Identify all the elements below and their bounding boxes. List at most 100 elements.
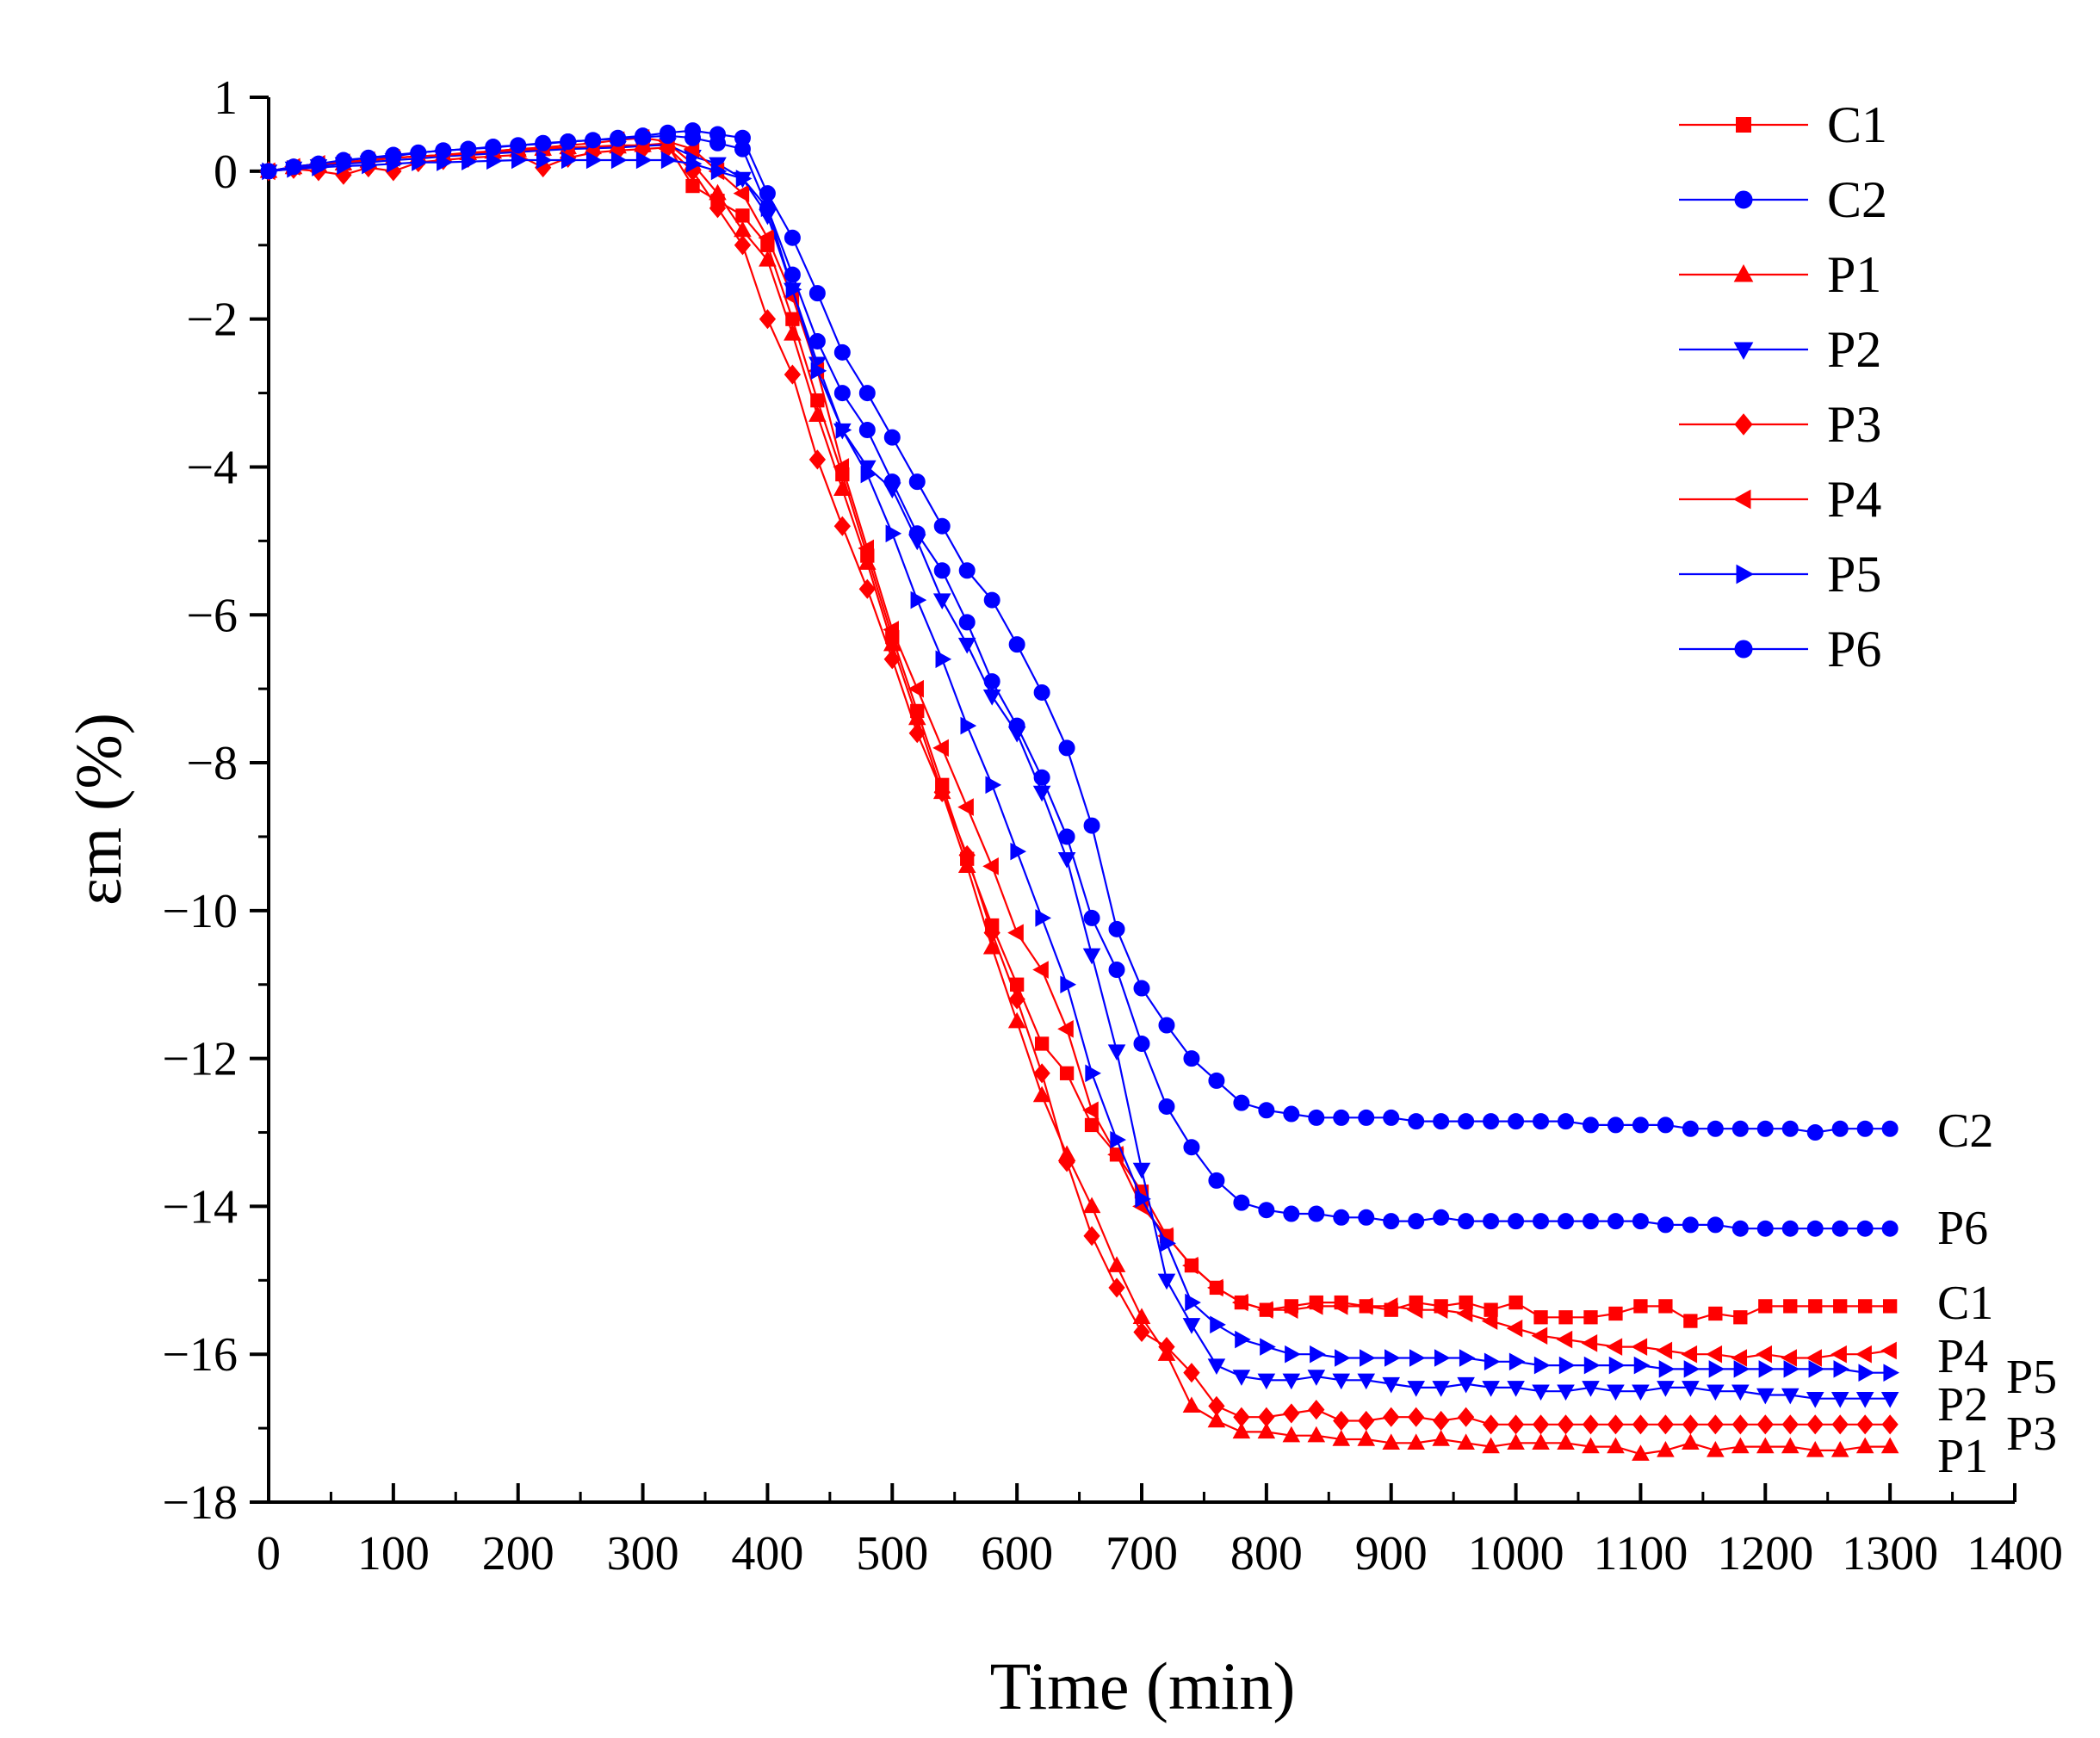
data-point — [335, 152, 352, 169]
data-point — [1107, 1044, 1126, 1061]
data-point — [1132, 1162, 1151, 1179]
y-tick-label: −14 — [162, 1180, 238, 1234]
data-point — [1458, 1213, 1475, 1230]
x-tick-label: 0 — [257, 1527, 281, 1580]
data-point — [560, 133, 577, 151]
data-point — [1032, 1085, 1051, 1103]
data-point — [1508, 1352, 1526, 1371]
data-point — [285, 158, 302, 176]
data-point — [1831, 1414, 1849, 1435]
data-point — [1658, 1360, 1676, 1378]
data-point — [1010, 842, 1027, 861]
data-point — [1681, 1345, 1698, 1364]
data-point — [734, 220, 752, 238]
data-point — [1208, 1072, 1225, 1089]
data-point — [785, 281, 802, 299]
legend-item-p3: P3 — [1679, 396, 1881, 453]
axes: 0 100 200 300 400 500 600 700 800 900 1000 1100 1200… — [162, 71, 2063, 1580]
data-point — [1283, 1205, 1300, 1222]
data-point — [1781, 1388, 1800, 1405]
data-point — [784, 364, 802, 385]
data-point — [360, 149, 377, 166]
data-point — [1258, 1102, 1275, 1119]
data-point — [759, 309, 777, 330]
data-point — [1657, 1116, 1674, 1134]
data-point — [460, 140, 477, 158]
data-point — [1083, 817, 1100, 834]
data-point — [733, 184, 750, 202]
data-point — [1734, 413, 1753, 436]
y-tick-label: −8 — [186, 737, 238, 790]
data-point — [860, 465, 877, 484]
data-point — [1358, 1209, 1375, 1226]
data-point — [858, 539, 875, 558]
data-point — [1282, 1373, 1301, 1390]
data-point — [759, 250, 777, 267]
data-point — [685, 178, 700, 194]
data-point — [1606, 1338, 1623, 1356]
data-point — [1481, 1312, 1498, 1330]
data-point — [784, 229, 801, 246]
data-point — [1781, 1414, 1799, 1435]
data-point — [1483, 1113, 1500, 1130]
data-point — [1733, 342, 1754, 361]
data-point — [1831, 1440, 1849, 1457]
data-point — [1607, 1437, 1625, 1454]
data-point — [685, 129, 702, 146]
data-point — [1633, 1356, 1651, 1375]
data-point — [1683, 1360, 1700, 1378]
x-tick-label: 1100 — [1593, 1527, 1688, 1580]
data-point — [1110, 1130, 1126, 1149]
data-point — [1756, 1345, 1772, 1364]
data-point — [910, 591, 927, 609]
data-point — [808, 405, 827, 423]
data-point — [833, 343, 851, 361]
data-point — [1182, 1256, 1199, 1275]
data-point — [1057, 1019, 1074, 1038]
series-line-p2 — [268, 143, 1891, 1400]
data-point — [885, 524, 902, 543]
data-point — [709, 198, 727, 219]
data-point — [1333, 1410, 1350, 1432]
data-point — [883, 429, 901, 446]
data-point — [935, 650, 952, 669]
data-point — [1456, 1304, 1473, 1323]
data-point — [1734, 640, 1753, 659]
data-point — [1210, 1315, 1226, 1334]
data-point — [1133, 1035, 1150, 1052]
data-point — [808, 449, 827, 470]
data-point — [1657, 1440, 1675, 1457]
data-point — [1806, 1414, 1824, 1435]
data-point — [1408, 1213, 1425, 1230]
legend-item-p6: P6 — [1679, 621, 1881, 677]
data-point — [1682, 1381, 1700, 1397]
x-tick-label: 400 — [731, 1527, 803, 1580]
data-point — [958, 562, 976, 579]
data-point — [1084, 1117, 1100, 1133]
data-point — [1083, 909, 1100, 926]
legend: C1 C2 P1 P2 P3 P4 P5 P6 — [1679, 96, 1887, 677]
data-point — [1133, 1321, 1150, 1343]
data-point — [1881, 1220, 1899, 1237]
data-point — [810, 362, 827, 380]
data-point — [1206, 1278, 1223, 1297]
data-point — [1182, 1318, 1201, 1334]
legend-item-p4: P4 — [1679, 471, 1881, 528]
data-point — [1108, 962, 1125, 979]
y-tick-label: 0 — [214, 145, 238, 199]
data-point — [1082, 948, 1101, 965]
data-point — [1734, 190, 1753, 209]
data-point — [858, 385, 876, 402]
data-point — [1433, 1113, 1450, 1130]
data-point — [1033, 683, 1050, 701]
end-label-p2: P2 — [1937, 1378, 1988, 1432]
data-point — [883, 649, 901, 670]
data-point — [1806, 1440, 1824, 1457]
data-point — [1233, 1194, 1250, 1211]
data-point — [1607, 1116, 1624, 1134]
series-c1 — [261, 138, 1898, 1328]
data-point — [1880, 1341, 1897, 1360]
data-point — [933, 562, 951, 579]
data-point — [1232, 1422, 1251, 1439]
data-point — [1258, 1407, 1275, 1427]
